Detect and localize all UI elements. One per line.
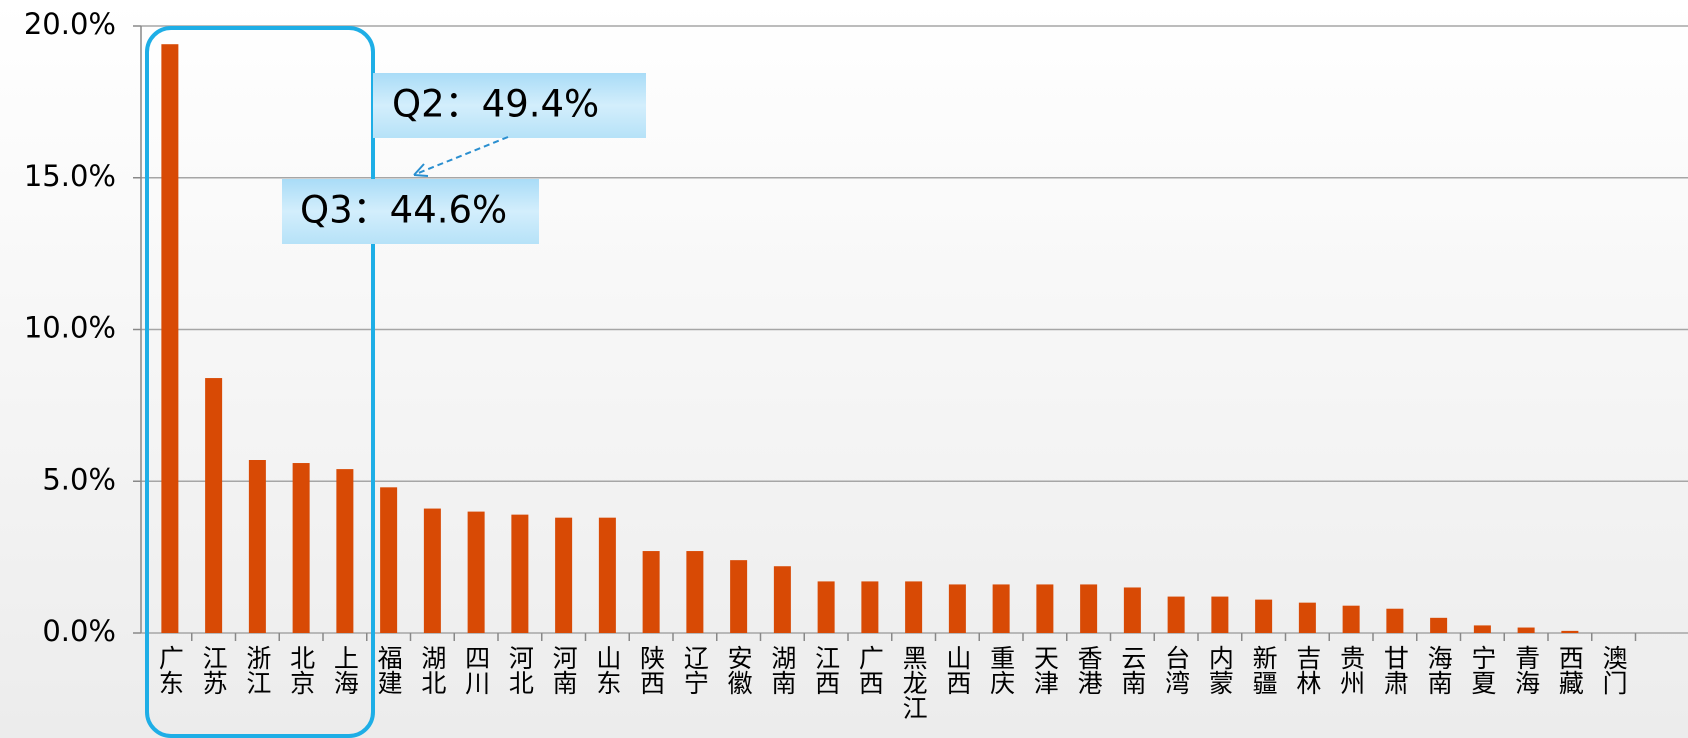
bar [161, 44, 179, 633]
bar [205, 378, 223, 633]
x-tick-label: 江苏 [199, 645, 228, 695]
x-tick-label: 福建 [374, 645, 403, 695]
bar [380, 487, 398, 633]
bar [248, 460, 266, 633]
bar [992, 584, 1010, 633]
x-tick-label: 云南 [1118, 645, 1147, 695]
x-tick-label: 北京 [287, 645, 316, 695]
bar [773, 566, 791, 633]
x-tick-label: 辽宁 [680, 645, 709, 695]
y-tick-label: 0.0% [42, 614, 116, 648]
x-tick-label: 河南 [549, 645, 578, 695]
annotation-box [373, 73, 646, 138]
x-tick-label: 台湾 [1162, 645, 1191, 695]
bar [1211, 596, 1229, 633]
bar [1342, 605, 1360, 633]
bar [1167, 596, 1185, 633]
bar [1386, 608, 1404, 633]
x-tick-label: 黑龙江 [899, 645, 928, 720]
x-tick-label: 海南 [1424, 645, 1453, 695]
x-tick-label: 吉林 [1293, 645, 1322, 695]
arrow-head [413, 163, 429, 177]
x-tick-label: 澳门 [1599, 645, 1628, 695]
bar [730, 560, 748, 633]
bar [642, 551, 660, 633]
x-tick-label: 香港 [1074, 645, 1103, 695]
y-tick-label: 10.0% [24, 311, 116, 345]
x-tick-label: 河北 [505, 645, 534, 695]
annotation-arrow [415, 136, 509, 175]
x-tick-label: 甘肃 [1380, 645, 1409, 695]
annotation-box [282, 179, 539, 244]
bar [686, 551, 704, 633]
bar [1080, 584, 1098, 633]
x-tick-label: 贵州 [1337, 645, 1366, 695]
bar [1123, 587, 1141, 633]
x-tick-label: 陕西 [637, 645, 666, 695]
bar [555, 517, 573, 633]
bar [292, 463, 310, 633]
x-tick-label: 重庆 [987, 645, 1016, 695]
x-tick-label: 西藏 [1555, 645, 1584, 695]
bar [1517, 627, 1535, 633]
bar [467, 511, 485, 633]
y-tick-label: 20.0% [24, 7, 116, 41]
bar [1036, 584, 1054, 633]
x-tick-label: 青海 [1512, 645, 1541, 695]
x-tick-label: 浙江 [243, 645, 272, 695]
y-tick-label: 5.0% [42, 462, 116, 496]
annotation: Q3：44.6% [300, 189, 507, 232]
bar [336, 469, 354, 633]
annotation: Q2：49.4% [392, 83, 599, 126]
x-tick-label: 内蒙 [1205, 645, 1234, 695]
bar [598, 517, 616, 633]
x-tick-label: 江西 [812, 645, 841, 695]
bar [423, 508, 441, 633]
x-tick-label: 湖南 [768, 645, 797, 695]
x-tick-label: 山西 [943, 645, 972, 695]
bar [1561, 630, 1579, 633]
highlight-box [145, 26, 375, 738]
x-tick-label: 广东 [155, 645, 184, 695]
x-tick-label: 新疆 [1249, 645, 1278, 695]
bar [948, 584, 966, 633]
x-tick-label: 宁夏 [1468, 645, 1497, 695]
bar [817, 581, 835, 633]
bar [1255, 599, 1273, 633]
bar [1430, 617, 1448, 633]
bar [511, 514, 529, 633]
bar [1298, 602, 1316, 633]
x-tick-label: 湖北 [418, 645, 447, 695]
x-tick-label: 安徽 [724, 645, 753, 695]
bar [905, 581, 923, 633]
x-tick-label: 山东 [593, 645, 622, 695]
bar [1473, 625, 1491, 633]
x-tick-label: 广西 [855, 645, 884, 695]
x-tick-label: 上海 [330, 645, 359, 695]
x-tick-label: 四川 [462, 645, 491, 695]
y-tick-label: 15.0% [24, 159, 116, 193]
x-tick-label: 天津 [1030, 645, 1059, 695]
bar [861, 581, 879, 633]
